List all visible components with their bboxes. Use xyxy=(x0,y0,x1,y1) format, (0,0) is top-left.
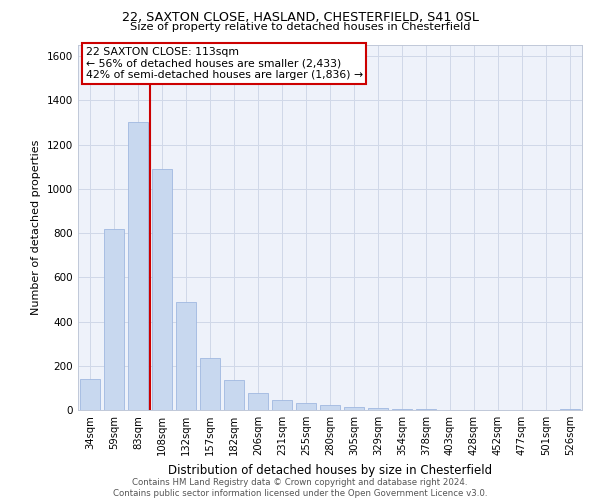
Y-axis label: Number of detached properties: Number of detached properties xyxy=(31,140,41,315)
Bar xyxy=(176,302,196,410)
Bar xyxy=(368,408,388,410)
Bar xyxy=(224,380,244,410)
Text: 22, SAXTON CLOSE, HASLAND, CHESTERFIELD, S41 0SL: 22, SAXTON CLOSE, HASLAND, CHESTERFIELD,… xyxy=(122,11,478,24)
Text: Size of property relative to detached houses in Chesterfield: Size of property relative to detached ho… xyxy=(130,22,470,32)
Text: Contains HM Land Registry data © Crown copyright and database right 2024.
Contai: Contains HM Land Registry data © Crown c… xyxy=(113,478,487,498)
Bar xyxy=(104,228,124,410)
Bar xyxy=(320,405,340,410)
Bar xyxy=(248,394,268,410)
Bar xyxy=(560,409,580,410)
Bar xyxy=(392,409,412,410)
Text: 22 SAXTON CLOSE: 113sqm
← 56% of detached houses are smaller (2,433)
42% of semi: 22 SAXTON CLOSE: 113sqm ← 56% of detache… xyxy=(86,47,362,80)
Bar xyxy=(344,406,364,410)
Bar xyxy=(296,403,316,410)
Bar xyxy=(80,379,100,410)
Bar xyxy=(200,358,220,410)
Bar xyxy=(272,400,292,410)
Bar xyxy=(152,169,172,410)
Bar xyxy=(128,122,148,410)
X-axis label: Distribution of detached houses by size in Chesterfield: Distribution of detached houses by size … xyxy=(168,464,492,476)
